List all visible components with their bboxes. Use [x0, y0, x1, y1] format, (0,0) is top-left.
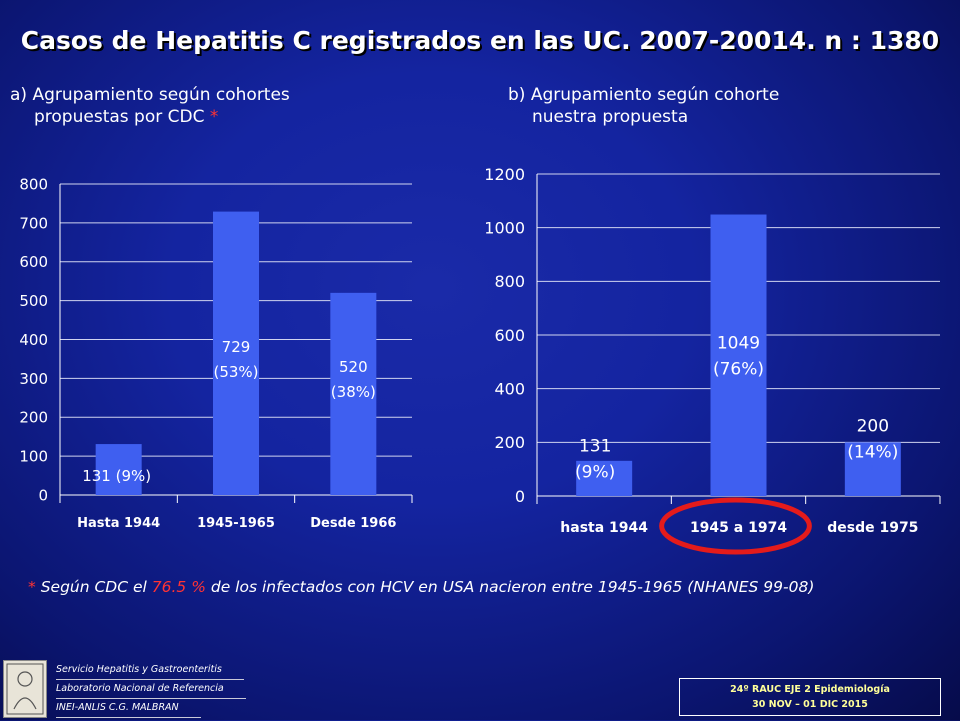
chart-b-bar — [576, 460, 633, 496]
chart-a-ytick-label: 500 — [19, 292, 48, 310]
slide-title: Casos de Hepatitis C registrados en las … — [20, 26, 940, 55]
chart-a-bar — [95, 444, 142, 495]
chart-b-ytick-label: 1200 — [484, 165, 525, 184]
subtitle-a: a) Agrupamiento según cohortes propuesta… — [10, 84, 290, 128]
chart-b-ytick-label: 600 — [494, 326, 525, 345]
chart-b-ytick-label: 400 — [494, 379, 525, 398]
subtitle-b-line1: b) Agrupamiento según cohorte — [508, 85, 780, 105]
org-info: Servicio Hepatitis y Gastroenteritis Lab… — [56, 661, 246, 718]
chart-b-category-label: desde 1975 — [827, 520, 918, 536]
chart-a-ytick-label: 700 — [19, 214, 48, 232]
chart-b-bar — [710, 214, 767, 496]
org-line3: INEI-ANLIS C.G. MALBRAN — [56, 699, 201, 718]
chart-a-data-label: 729 — [222, 338, 251, 356]
chart-b-bar — [844, 442, 901, 496]
subtitle-b: b) Agrupamiento según cohorte nuestra pr… — [508, 84, 779, 128]
chart-b-data-label: 1049 — [717, 333, 760, 353]
event-line2: 30 NOV – 01 DIC 2015 — [752, 699, 868, 710]
footnote-text-1: Según CDC el — [40, 578, 147, 596]
event-box: 24º RAUC EJE 2 Epidemiología 30 NOV – 01… — [679, 678, 941, 716]
chart-a-ytick-label: 300 — [19, 370, 48, 388]
chart-a-ytick-label: 400 — [19, 331, 48, 349]
chart-b-category-label: 1945 a 1974 — [690, 520, 787, 536]
footnote-text-2: de los infectados con HCV en USA naciero… — [210, 578, 815, 596]
event-line1: 24º RAUC EJE 2 Epidemiología — [730, 684, 890, 695]
institution-logo — [3, 660, 47, 718]
chart-b-data-label: 131 — [579, 437, 611, 457]
chart-a-data-label: (53%) — [213, 363, 258, 381]
chart-a-data-label: (38%) — [331, 383, 376, 401]
org-line1: Servicio Hepatitis y Gastroenteritis — [56, 661, 244, 680]
chart-b-data-label: (76%) — [713, 359, 764, 379]
chart-a-category-label: Desde 1966 — [310, 516, 396, 531]
chart-b-ytick-label: 200 — [494, 433, 525, 452]
subtitle-b-line2: nuestra propuesta — [532, 107, 689, 127]
chart-a-ytick-label: 0 — [38, 486, 48, 504]
chart-b-highlight-ellipse — [659, 497, 812, 555]
footnote-pct: 76.5 % — [151, 578, 206, 596]
chart-proposed-cohorts: 0 200 400 600 800 1000 1200 hasta 1944 131 (9%) 19… — [484, 165, 941, 555]
chart-cdc-cohorts: 0 100 200 300 400 500 600 700 800 Hasta 1944 131 (… — [19, 175, 413, 531]
chart-b-ytick-label: 1000 — [484, 218, 525, 237]
chart-b-ytick-label: 0 — [515, 487, 525, 506]
chart-a-category-label: Hasta 1944 — [77, 516, 160, 531]
chart-a-ytick-label: 100 — [19, 448, 48, 466]
chart-b-category-label: hasta 1944 — [560, 520, 648, 536]
footnote-asterisk: * — [28, 578, 36, 596]
chart-b-data-label: (9%) — [575, 463, 615, 483]
chart-b-ytick-label: 800 — [494, 272, 525, 291]
chart-a-data-label: 520 — [339, 358, 368, 376]
chart-a-ytick-label: 600 — [19, 253, 48, 271]
chart-a-bar — [213, 211, 259, 495]
chart-b-data-label: (14%) — [847, 443, 898, 463]
chart-a-ytick-label: 800 — [19, 175, 48, 193]
chart-a-data-label: 131 (9%) — [82, 467, 151, 485]
subtitle-a-line2: propuestas por CDC — [34, 107, 205, 127]
cdc-asterisk: * — [209, 107, 219, 127]
chart-b-data-label: 200 — [857, 417, 889, 437]
footnote: * Según CDC el 76.5 % de los infectados … — [28, 578, 958, 596]
subtitle-a-line1: a) Agrupamiento según cohortes — [10, 85, 290, 105]
chart-a-category-label: 1945-1965 — [197, 516, 275, 531]
chart-a-bar — [330, 292, 377, 495]
org-line2: Laboratorio Nacional de Referencia — [56, 680, 246, 699]
chart-a-ytick-label: 200 — [19, 409, 48, 427]
